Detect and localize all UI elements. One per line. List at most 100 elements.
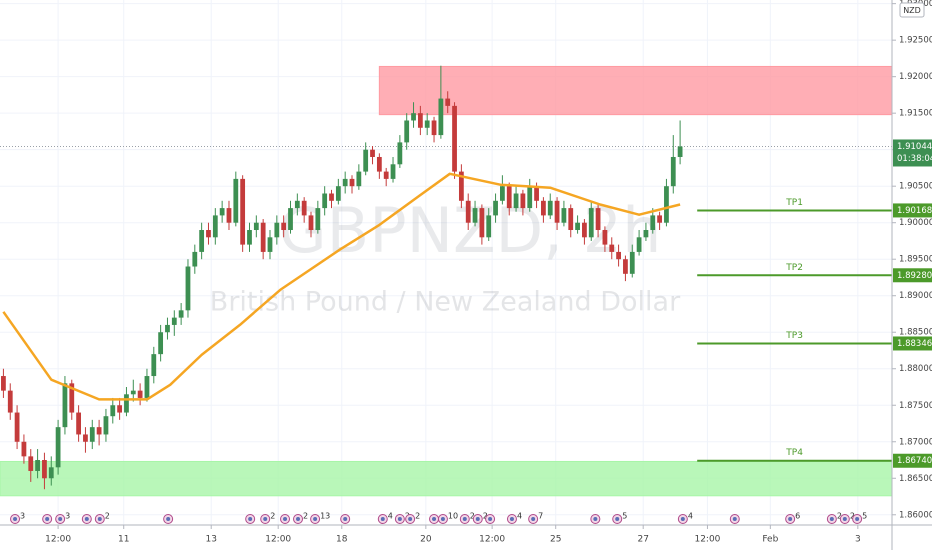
candle-body: [281, 222, 287, 231]
candle-body: [595, 208, 601, 231]
candle-body: [623, 259, 628, 274]
candle-body: [670, 156, 676, 187]
event-icon-core: [680, 517, 685, 521]
event-icon-core: [615, 517, 620, 521]
x-tick-label: 20: [420, 535, 432, 545]
event-count: 2: [837, 512, 842, 521]
x-tick-label: 12:00: [479, 535, 505, 545]
candle-body: [602, 230, 608, 245]
candle-body: [541, 200, 546, 216]
x-tick-label: 25: [550, 535, 561, 545]
candle-body: [185, 266, 191, 311]
candle-body: [212, 215, 218, 238]
event-icon-core: [263, 517, 268, 521]
y-tick-label: 1.92000: [899, 72, 932, 82]
candle-body: [452, 105, 457, 172]
candle-body: [643, 230, 649, 238]
zones: [0, 65, 893, 497]
candle-body: [192, 251, 198, 267]
candle-body: [130, 390, 136, 395]
y-tick-label: 1.89000: [899, 291, 932, 301]
candle-body: [513, 193, 519, 209]
zone: [378, 65, 893, 116]
x-tick-label: 12:00: [694, 535, 720, 545]
candle-body: [260, 222, 266, 252]
candle-body: [288, 208, 293, 231]
candle-body: [178, 310, 184, 318]
event-icon-core: [440, 517, 445, 521]
event-icon-core: [855, 517, 860, 521]
candle-body: [636, 237, 642, 252]
event-icon-core: [408, 517, 413, 521]
event-icon-core: [788, 517, 793, 521]
candle-body: [158, 332, 164, 355]
candle-body: [356, 171, 362, 187]
candle-body: [7, 390, 13, 413]
y-tick-label: 1.86000: [899, 510, 932, 520]
event-count: 2: [270, 512, 275, 521]
event-count: 2: [483, 512, 488, 521]
tp-badge: [893, 268, 932, 283]
candle-body: [62, 383, 68, 428]
candle-body: [1, 376, 6, 391]
event-count: 13: [320, 512, 330, 521]
candle-body: [137, 390, 143, 398]
candle-body: [534, 186, 539, 201]
x-tick-label: Feb: [762, 535, 778, 545]
event-icon-core: [296, 517, 301, 521]
candle-body: [219, 208, 225, 216]
y-tick-label: 1.92500: [899, 36, 932, 46]
candle-body: [165, 324, 170, 333]
candle-body: [568, 208, 574, 231]
moving-average: [2, 172, 681, 401]
candle-body: [76, 412, 81, 435]
event-count: 4: [688, 512, 693, 521]
event-icon-core: [531, 517, 536, 521]
candle-body: [240, 178, 246, 245]
event-icon-core: [732, 517, 737, 521]
x-tick-label: 12:00: [45, 535, 71, 545]
event-count: 4: [517, 512, 522, 521]
event-count: 4: [388, 512, 393, 521]
candle-body: [458, 171, 464, 201]
candle-body: [404, 120, 410, 143]
candle-body: [89, 427, 95, 442]
candle-body: [274, 222, 280, 238]
candle-body: [103, 416, 109, 435]
candle-body: [465, 200, 471, 223]
candle-body: [575, 222, 580, 231]
event-icon-core: [97, 517, 102, 521]
event-count: 6: [795, 512, 800, 521]
candles: [1, 65, 683, 490]
candle-body: [117, 405, 123, 413]
last-price-label: 1.91044: [897, 142, 932, 152]
candle-body: [554, 200, 560, 223]
event-count: 3: [20, 512, 25, 521]
event-icon-core: [45, 517, 50, 521]
candle-body: [609, 244, 615, 252]
x-tick-label: 13: [205, 535, 216, 545]
candle-body: [48, 467, 54, 479]
candle-body: [472, 208, 478, 223]
event-icon-core: [842, 517, 847, 521]
candle-body: [547, 200, 553, 216]
candle-body: [144, 376, 150, 398]
currency-badge: [899, 2, 925, 18]
candle-body: [308, 215, 314, 231]
candle-body: [506, 186, 512, 209]
event-count: 5: [622, 512, 627, 521]
event-icon-core: [58, 517, 63, 521]
event-icon-core: [509, 517, 514, 521]
events: 3322213422102247546225: [10, 512, 867, 524]
candle-body: [438, 98, 444, 136]
candle-body: [383, 171, 389, 179]
grid: [0, 0, 892, 525]
candle-body: [431, 120, 437, 136]
event-count: 10: [448, 512, 458, 521]
event-icon-core: [313, 517, 318, 521]
tp-label: TP3: [785, 331, 803, 341]
candle-body: [253, 222, 259, 231]
event-icon-core: [593, 517, 598, 521]
tp-price-label: 1.86740: [897, 456, 932, 466]
